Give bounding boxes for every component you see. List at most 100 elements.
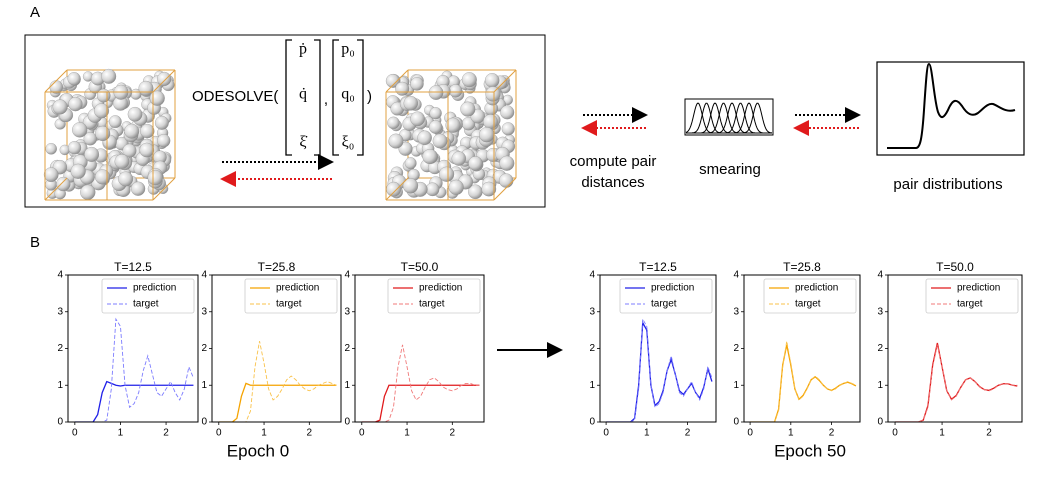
- particle: [448, 179, 464, 195]
- matrix-entry: p₀: [341, 41, 355, 58]
- step-label: distances: [581, 174, 644, 191]
- series-line: [361, 344, 480, 422]
- y-tick-label: 4: [877, 270, 883, 281]
- particle-box: [43, 68, 176, 201]
- bracket: [314, 39, 321, 156]
- plot-area: [74, 317, 194, 422]
- plot-area: [606, 317, 713, 422]
- particle: [483, 114, 498, 130]
- particle-box: [385, 69, 517, 201]
- plot-area: [218, 341, 337, 422]
- particle: [460, 101, 476, 117]
- y-tick-label: 1: [201, 380, 207, 391]
- y-tick-label: 1: [877, 380, 883, 391]
- x-tick-label: 0: [603, 428, 609, 439]
- box-edge: [152, 69, 176, 93]
- y-tick-label: 2: [57, 343, 63, 354]
- particle: [140, 123, 155, 139]
- legend-label: prediction: [276, 283, 319, 294]
- series-line: [750, 344, 857, 422]
- box-edge: [152, 177, 176, 201]
- series-line: [218, 382, 337, 422]
- particle: [95, 125, 111, 142]
- particle: [94, 169, 111, 185]
- particle: [127, 106, 143, 122]
- y-tick-label: 3: [57, 306, 63, 317]
- bracket: [285, 39, 292, 156]
- x-tick-label: 2: [685, 428, 691, 439]
- particle: [154, 115, 169, 130]
- y-tick-label: 4: [344, 270, 350, 281]
- legend-label: prediction: [957, 283, 1000, 294]
- legend-label: prediction: [419, 283, 462, 294]
- particle: [481, 181, 497, 197]
- y-tick-label: 4: [733, 270, 739, 281]
- particle: [425, 182, 440, 197]
- particle: [101, 68, 117, 84]
- matrix-entry: ξ₀: [342, 134, 355, 151]
- y-tick-label: 1: [733, 380, 739, 391]
- box-edge: [44, 69, 68, 93]
- line-chart: T=12.5 0 1 2 3 4 0 1 2 prediction target: [57, 260, 199, 439]
- axes-frame: [599, 274, 717, 423]
- box-edge: [493, 177, 517, 201]
- particle: [130, 181, 146, 196]
- y-tick-label: 4: [57, 270, 63, 281]
- particle: [124, 123, 140, 139]
- particle: [461, 72, 477, 88]
- particle: [501, 122, 515, 136]
- matrix-entry: ξ̇: [299, 134, 307, 151]
- matrix-entry: q₀: [341, 86, 355, 103]
- chart-title: T=50.0: [401, 260, 439, 274]
- particle: [157, 71, 172, 87]
- particle: [83, 132, 97, 146]
- particle: [94, 103, 110, 119]
- box-edge: [385, 177, 409, 201]
- particle: [403, 96, 419, 111]
- y-tick-label: 4: [589, 270, 595, 281]
- particle: [139, 142, 155, 158]
- x-tick-label: 1: [118, 428, 124, 439]
- particle: [80, 184, 96, 200]
- particle: [118, 171, 134, 187]
- legend-label: prediction: [795, 283, 838, 294]
- y-tick-label: 0: [201, 417, 207, 428]
- y-tick-label: 0: [57, 417, 63, 428]
- particle: [448, 84, 463, 98]
- particle: [485, 86, 501, 102]
- chart-title: T=25.8: [783, 260, 821, 274]
- y-tick-label: 3: [877, 306, 883, 317]
- legend-label: target: [133, 299, 159, 310]
- particle: [417, 130, 432, 146]
- plot-area: [361, 344, 480, 422]
- legend-label: target: [419, 299, 445, 310]
- y-tick-label: 1: [589, 380, 595, 391]
- epoch-caption: Epoch 50: [774, 441, 846, 460]
- line-chart: T=12.5 0 1 2 3 4 0 1 2 prediction target: [589, 260, 717, 439]
- particle: [45, 143, 57, 155]
- matrix-entry: ṗ: [299, 41, 307, 58]
- y-tick-label: 0: [344, 417, 350, 428]
- box-edge: [493, 69, 517, 93]
- x-tick-label: 1: [404, 428, 410, 439]
- separator: ,: [324, 91, 328, 108]
- x-tick-label: 1: [261, 428, 267, 439]
- step-label: smearing: [699, 161, 761, 178]
- particle: [410, 77, 424, 91]
- particle: [438, 166, 455, 182]
- y-tick-label: 2: [589, 343, 595, 354]
- series-line: [895, 342, 1018, 422]
- plot-area: [895, 342, 1018, 422]
- x-tick-label: 2: [307, 428, 313, 439]
- x-tick-label: 0: [359, 428, 365, 439]
- chart-title: T=12.5: [114, 260, 152, 274]
- y-tick-label: 3: [344, 306, 350, 317]
- gaussians: [685, 102, 773, 134]
- gaussian: [686, 102, 773, 134]
- particle: [138, 80, 154, 96]
- particle: [422, 149, 438, 165]
- particle: [114, 154, 130, 169]
- rdf-sketch: [887, 62, 1016, 149]
- particle: [147, 170, 163, 186]
